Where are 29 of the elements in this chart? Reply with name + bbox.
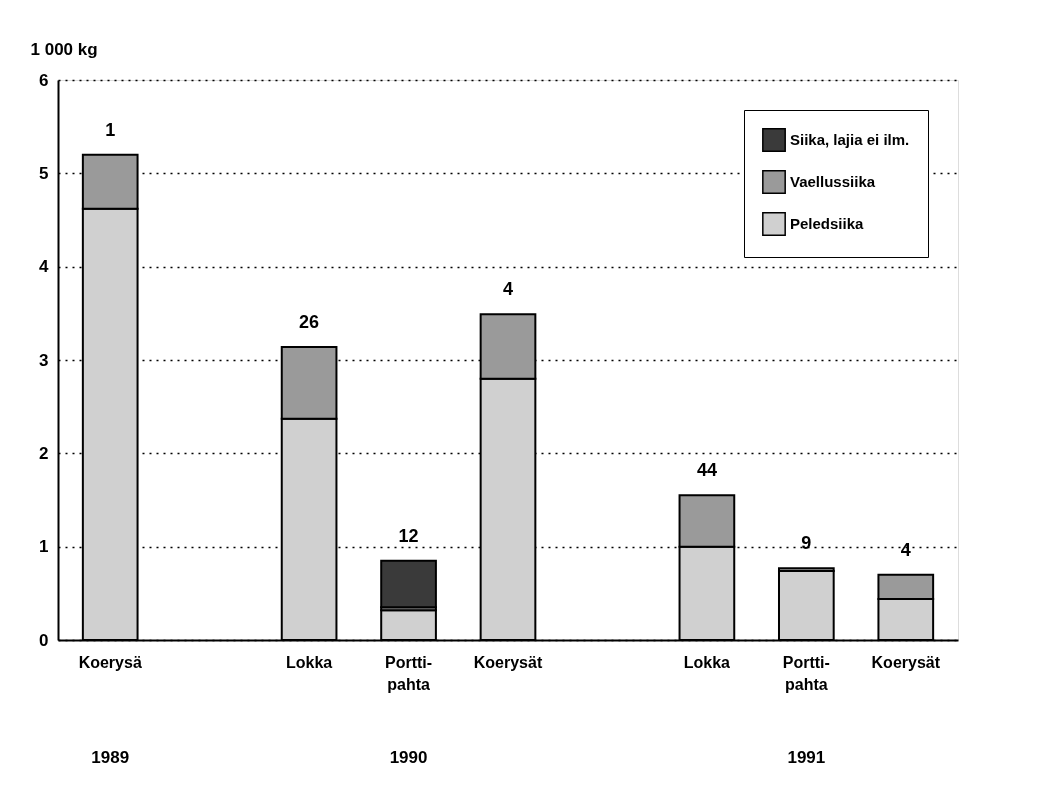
y-tick-label: 6 [39,70,49,90]
legend-label: Siika, lajia ei ilm. [790,131,910,148]
annotation: 9 [801,533,812,554]
y-tick-label: 4 [39,257,50,277]
x-tick-label: Portti- pahta [782,653,830,693]
annotation: 12 [398,525,419,546]
annotation: 26 [299,311,320,332]
y-axis-title: 1 000 kg [30,39,98,59]
annotation: 1 [105,119,116,140]
y-tick-label: 3 [39,350,49,370]
x-tick-label: Koerysä [78,653,142,671]
x-tick-label: Lokka [285,653,333,671]
y-tick-label: 0 [39,630,49,650]
x-tick-label: Portti- pahta [385,653,433,693]
text: 1991 [787,748,826,767]
y-tick-label: 2 [39,443,49,463]
legend-label: Peledsiika [790,215,865,232]
legend-label: Vaellussiika [790,173,876,190]
annotation: 44 [696,460,717,481]
text: 1989 [91,748,130,767]
x-tick-label: Lokka [683,653,731,671]
annotation: 4 [900,539,911,560]
x-tick-label: Koerysät [871,653,941,671]
bar [380,559,437,609]
y-tick-label: 1 [39,537,49,557]
text: 1990 [389,748,428,767]
annotation: 4 [502,279,514,300]
x-tick-label: Koerysät [473,653,543,671]
y-tick-label: 5 [39,163,49,183]
